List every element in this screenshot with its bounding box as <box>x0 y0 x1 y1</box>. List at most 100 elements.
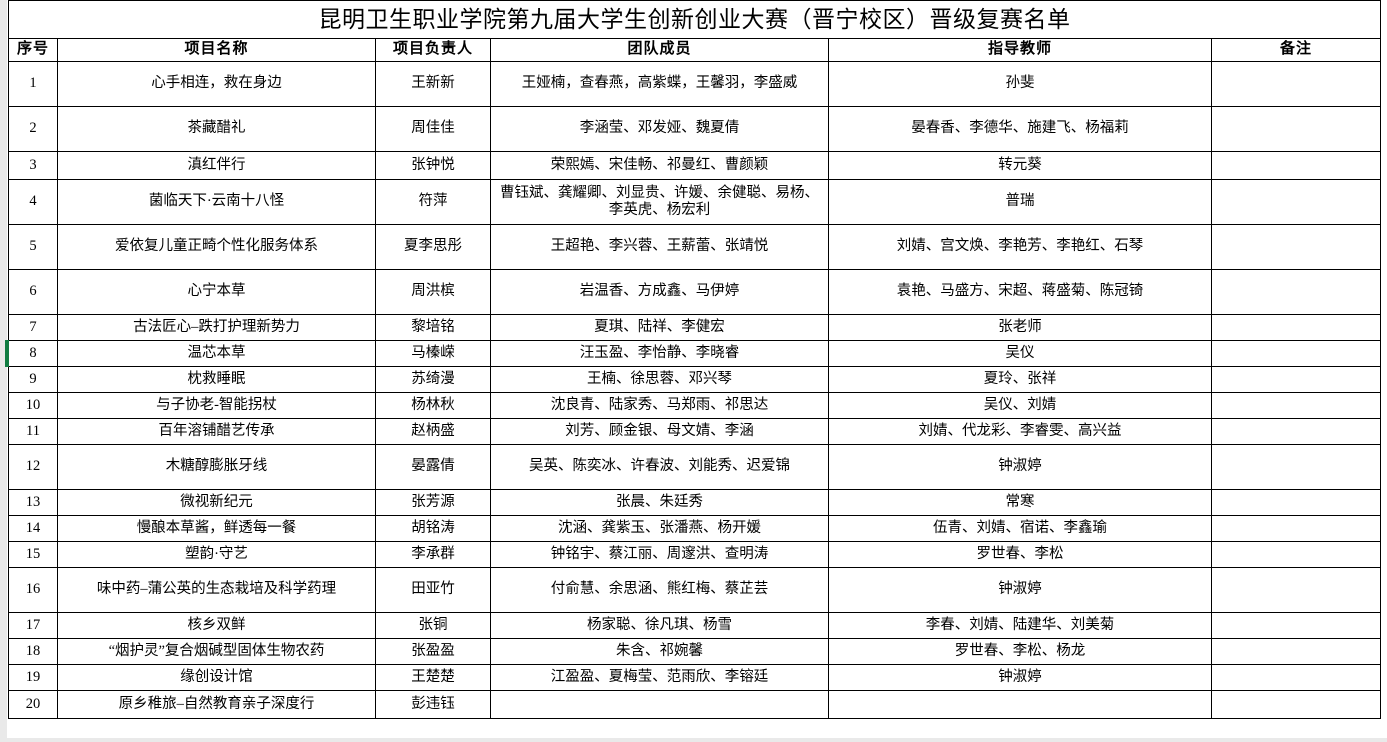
cell-no[interactable]: 4 <box>8 179 58 225</box>
cell-teacher[interactable]: 罗世春、李松、杨龙 <box>828 638 1212 665</box>
cell-remark[interactable] <box>1211 314 1381 341</box>
cell-no[interactable]: 20 <box>8 690 58 719</box>
cell-name[interactable]: 温芯本草 <box>57 340 376 367</box>
cell-remark[interactable] <box>1211 340 1381 367</box>
cell-leader[interactable]: 张钟悦 <box>375 151 491 180</box>
cell-members[interactable]: 付俞慧、余思涵、熊红梅、蔡芷芸 <box>490 567 829 613</box>
cell-remark[interactable] <box>1211 418 1381 445</box>
cell-name[interactable]: 爱依复儿童正畸个性化服务体系 <box>57 224 376 270</box>
cell-name[interactable]: 滇红伴行 <box>57 151 376 180</box>
cell-members[interactable]: 王楠、徐思蓉、邓兴琴 <box>490 366 829 393</box>
cell-members[interactable]: 杨家聪、徐凡琪、杨雪 <box>490 612 829 639</box>
cell-teacher[interactable]: 张老师 <box>828 314 1212 341</box>
cell-remark[interactable] <box>1211 224 1381 270</box>
table-row[interactable]: 9 枕救睡眠 苏绮漫 王楠、徐思蓉、邓兴琴 夏玲、张祥 <box>8 366 1381 393</box>
cell-members[interactable]: 张晨、朱廷秀 <box>490 489 829 516</box>
cell-members[interactable]: 岩温香、方成鑫、马伊婷 <box>490 269 829 315</box>
table-row[interactable]: 18 “烟护灵”复合烟碱型固体生物农药 张盈盈 朱含、祁婉馨 罗世春、李松、杨龙 <box>8 638 1381 665</box>
cell-no[interactable]: 11 <box>8 418 58 445</box>
cell-leader[interactable]: 苏绮漫 <box>375 366 491 393</box>
table-row[interactable]: 4 菌临天下·云南十八怪 符萍 曹钰斌、龚耀卿、刘显贵、许媛、余健聪、易杨、李英虎、杨… <box>8 179 1381 225</box>
cell-leader[interactable]: 晏露倩 <box>375 444 491 490</box>
table-row[interactable]: 7 古法匠心–跌打护理新势力 黎培铭 夏琪、陆祥、李健宏 张老师 <box>8 314 1381 341</box>
cell-teacher[interactable]: 刘婧、宫文焕、李艳芳、李艳红、石琴 <box>828 224 1212 270</box>
cell-name[interactable]: 木糖醇膨胀牙线 <box>57 444 376 490</box>
cell-remark[interactable] <box>1211 489 1381 516</box>
cell-name[interactable]: 心宁本草 <box>57 269 376 315</box>
cell-no[interactable]: 13 <box>8 489 58 516</box>
cell-name[interactable]: 微视新纪元 <box>57 489 376 516</box>
cell-remark[interactable] <box>1211 392 1381 419</box>
cell-name[interactable]: 原乡稚旅–自然教育亲子深度行 <box>57 690 376 719</box>
cell-remark[interactable] <box>1211 541 1381 568</box>
cell-remark[interactable] <box>1211 664 1381 691</box>
table-row[interactable]: 20 原乡稚旅–自然教育亲子深度行 彭违钰 <box>8 690 1381 719</box>
cell-leader[interactable]: 夏李思彤 <box>375 224 491 270</box>
cell-no[interactable]: 2 <box>8 106 58 152</box>
table-row[interactable]: 5 爱依复儿童正畸个性化服务体系 夏李思彤 王超艳、李兴蓉、王薪蕾、张靖悦 刘婧、宫文焕… <box>8 224 1381 270</box>
cell-name[interactable]: 茶藏醋礼 <box>57 106 376 152</box>
cell-members[interactable]: 王超艳、李兴蓉、王薪蕾、张靖悦 <box>490 224 829 270</box>
cell-no[interactable]: 8 <box>5 340 58 367</box>
table-row[interactable]: 1 心手相连，救在身边 王新新 王娅楠，查春燕，高紫蝶，王馨羽，李盛威 孙斐 <box>8 61 1381 107</box>
cell-members[interactable]: 荣熙嫣、宋佳畅、祁曼红、曹颜颖 <box>490 151 829 180</box>
cell-leader[interactable]: 彭违钰 <box>375 690 491 719</box>
cell-name[interactable]: 菌临天下·云南十八怪 <box>57 179 376 225</box>
cell-name[interactable]: 心手相连，救在身边 <box>57 61 376 107</box>
cell-name[interactable]: 核乡双鲜 <box>57 612 376 639</box>
cell-remark[interactable] <box>1211 444 1381 490</box>
table-row[interactable]: 6 心宁本草 周洪槟 岩温香、方成鑫、马伊婷 袁艳、马盛方、宋超、蒋盛菊、陈冠锜 <box>8 269 1381 315</box>
column-header-name[interactable]: 项目名称 <box>57 38 376 62</box>
cell-members[interactable]: 吴英、陈奕冰、许春波、刘能秀、迟爱锦 <box>490 444 829 490</box>
cell-no[interactable]: 5 <box>8 224 58 270</box>
cell-remark[interactable] <box>1211 567 1381 613</box>
cell-members[interactable]: 江盈盈、夏梅莹、范雨欣、李镕廷 <box>490 664 829 691</box>
table-row[interactable]: 16 味中药–蒲公英的生态栽培及科学药理 田亚竹 付俞慧、余思涵、熊红梅、蔡芷芸 钟淑婷 <box>8 567 1381 613</box>
cell-members[interactable] <box>490 690 829 719</box>
cell-teacher[interactable]: 晏春香、李德华、施建飞、杨福莉 <box>828 106 1212 152</box>
table-row[interactable]: 10 与子协老-智能拐杖 杨林秋 沈良青、陆家秀、马郑雨、祁思达 吴仪、刘婧 <box>8 392 1381 419</box>
cell-no[interactable]: 10 <box>8 392 58 419</box>
cell-leader[interactable]: 李承群 <box>375 541 491 568</box>
cell-leader[interactable]: 张芳源 <box>375 489 491 516</box>
cell-name[interactable]: “烟护灵”复合烟碱型固体生物农药 <box>57 638 376 665</box>
cell-teacher[interactable] <box>828 690 1212 719</box>
table-row[interactable]: 14 慢酿本草酱，鲜透每一餐 胡铭涛 沈涵、龚紫玉、张潘燕、杨开媛 伍青、刘婧、宿诺、李… <box>8 515 1381 542</box>
cell-name[interactable]: 古法匠心–跌打护理新势力 <box>57 314 376 341</box>
column-header-leader[interactable]: 项目负责人 <box>375 38 491 62</box>
cell-teacher[interactable]: 吴仪、刘婧 <box>828 392 1212 419</box>
cell-leader[interactable]: 符萍 <box>375 179 491 225</box>
column-header-no[interactable]: 序号 <box>8 38 58 62</box>
cell-name[interactable]: 塑韵·守艺 <box>57 541 376 568</box>
cell-remark[interactable] <box>1211 179 1381 225</box>
cell-no[interactable]: 7 <box>8 314 58 341</box>
table-row[interactable]: 17 核乡双鲜 张铜 杨家聪、徐凡琪、杨雪 李春、刘婧、陆建华、刘美菊 <box>8 612 1381 639</box>
cell-teacher[interactable]: 刘婧、代龙彩、李睿雯、高兴益 <box>828 418 1212 445</box>
cell-remark[interactable] <box>1211 638 1381 665</box>
cell-members[interactable]: 夏琪、陆祥、李健宏 <box>490 314 829 341</box>
cell-members[interactable]: 钟铭宇、蔡江丽、周邃洪、查明涛 <box>490 541 829 568</box>
cell-remark[interactable] <box>1211 690 1381 719</box>
column-header-teacher[interactable]: 指导教师 <box>828 38 1212 62</box>
cell-leader[interactable]: 赵柄盛 <box>375 418 491 445</box>
cell-members[interactable]: 沈良青、陆家秀、马郑雨、祁思达 <box>490 392 829 419</box>
cell-leader[interactable]: 胡铭涛 <box>375 515 491 542</box>
cell-no[interactable]: 12 <box>8 444 58 490</box>
cell-teacher[interactable]: 夏玲、张祥 <box>828 366 1212 393</box>
cell-teacher[interactable]: 吴仪 <box>828 340 1212 367</box>
cell-leader[interactable]: 张盈盈 <box>375 638 491 665</box>
cell-remark[interactable] <box>1211 269 1381 315</box>
cell-remark[interactable] <box>1211 612 1381 639</box>
cell-members[interactable]: 汪玉盈、李怡静、李晓睿 <box>490 340 829 367</box>
cell-teacher[interactable]: 转元葵 <box>828 151 1212 180</box>
cell-no[interactable]: 6 <box>8 269 58 315</box>
cell-members[interactable]: 王娅楠，查春燕，高紫蝶，王馨羽，李盛威 <box>490 61 829 107</box>
table-row[interactable]: 19 缘创设计馆 王楚楚 江盈盈、夏梅莹、范雨欣、李镕廷 钟淑婷 <box>8 664 1381 691</box>
cell-members[interactable]: 曹钰斌、龚耀卿、刘显贵、许媛、余健聪、易杨、李英虎、杨宏利 <box>490 179 829 225</box>
cell-no[interactable]: 18 <box>8 638 58 665</box>
table-row[interactable]: 2 茶藏醋礼 周佳佳 李涵莹、邓发娅、魏夏倩 晏春香、李德华、施建飞、杨福莉 <box>8 106 1381 152</box>
cell-remark[interactable] <box>1211 151 1381 180</box>
cell-members[interactable]: 沈涵、龚紫玉、张潘燕、杨开媛 <box>490 515 829 542</box>
cell-leader[interactable]: 王楚楚 <box>375 664 491 691</box>
column-header-members[interactable]: 团队成员 <box>490 38 829 62</box>
